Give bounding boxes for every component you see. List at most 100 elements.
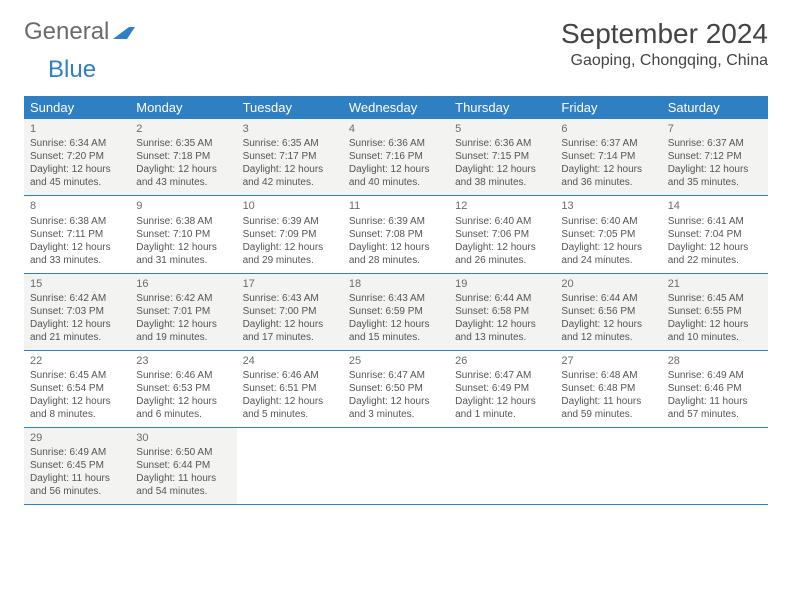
sunrise-text: Sunrise: 6:49 AM [668,369,762,382]
day-cell: 9Sunrise: 6:38 AMSunset: 7:10 PMDaylight… [130,196,236,272]
day-number: 2 [136,122,230,136]
sunrise-text: Sunrise: 6:36 AM [455,137,549,150]
location: Gaoping, Chongqing, China [561,52,768,70]
daylight-text-1: Daylight: 11 hours [668,395,762,408]
sunset-text: Sunset: 6:44 PM [136,459,230,472]
daylight-text-1: Daylight: 12 hours [349,395,443,408]
sunset-text: Sunset: 7:05 PM [561,228,655,241]
daylight-text-2: and 38 minutes. [455,176,549,189]
sunrise-text: Sunrise: 6:47 AM [349,369,443,382]
sunset-text: Sunset: 6:46 PM [668,382,762,395]
sunrise-text: Sunrise: 6:35 AM [136,137,230,150]
sunset-text: Sunset: 6:53 PM [136,382,230,395]
sunset-text: Sunset: 6:58 PM [455,305,549,318]
day-number: 16 [136,277,230,291]
day-cell: 11Sunrise: 6:39 AMSunset: 7:08 PMDayligh… [343,196,449,272]
dayhead-sat: Saturday [662,96,768,119]
day-number: 25 [349,354,443,368]
daylight-text-1: Daylight: 12 hours [349,318,443,331]
day-cell: 13 Sunrise: 6:40 AMSunset: 7:05 PMDayligh… [555,196,661,272]
day-number: 15 [30,277,124,291]
daylight-text-1: Daylight: 12 hours [349,241,443,254]
day-cell: 27Sunrise: 6:48 AMSunset: 6:48 PMDayligh… [555,351,661,427]
day-cell: 22Sunrise: 6:45 AMSunset: 6:54 PMDayligh… [24,351,130,427]
sunset-text: Sunset: 6:45 PM [30,459,124,472]
sunset-text: Sunset: 7:20 PM [30,150,124,163]
week-row: 1Sunrise: 6:34 AMSunset: 7:20 PMDaylight… [24,119,768,196]
daylight-text-1: Daylight: 12 hours [243,163,337,176]
daylight-text-2: and 6 minutes. [136,408,230,421]
daylight-text-2: and 31 minutes. [136,254,230,267]
sunset-text: Sunset: 7:04 PM [668,228,762,241]
day-number: 13 [561,199,655,213]
day-cell: 24Sunrise: 6:46 AMSunset: 6:51 PMDayligh… [237,351,343,427]
daylight-text-2: and 54 minutes. [136,485,230,498]
sunrise-text: Sunrise: 6:39 AM [243,215,337,228]
sunset-text: Sunset: 7:03 PM [30,305,124,318]
day-cell: 17Sunrise: 6:43 AMSunset: 7:00 PMDayligh… [237,274,343,350]
day-number: 7 [668,122,762,136]
sunset-text: Sunset: 6:51 PM [243,382,337,395]
week-row: 8Sunrise: 6:38 AMSunset: 7:11 PMDaylight… [24,196,768,273]
day-number: 28 [668,354,762,368]
day-cell: 10Sunrise: 6:39 AMSunset: 7:09 PMDayligh… [237,196,343,272]
day-cell: 2Sunrise: 6:35 AMSunset: 7:18 PMDaylight… [130,119,236,195]
daylight-text-1: Daylight: 12 hours [136,241,230,254]
daylight-text-2: and 45 minutes. [30,176,124,189]
sunset-text: Sunset: 7:16 PM [349,150,443,163]
day-number: 5 [455,122,549,136]
sunrise-text: Sunrise: 6:40 AM [561,215,655,228]
daylight-text-1: Daylight: 12 hours [561,163,655,176]
daylight-text-2: and 57 minutes. [668,408,762,421]
daylight-text-1: Daylight: 12 hours [136,163,230,176]
sunset-text: Sunset: 7:06 PM [455,228,549,241]
sunrise-text: Sunrise: 6:34 AM [30,137,124,150]
sunset-text: Sunset: 7:10 PM [136,228,230,241]
daylight-text-1: Daylight: 12 hours [455,395,549,408]
sunrise-text: Sunrise: 6:35 AM [243,137,337,150]
day-number: 18 [349,277,443,291]
logo-text-blue: Blue [48,56,96,83]
daylight-text-2: and 21 minutes. [30,331,124,344]
dayhead-mon: Monday [130,96,236,119]
day-number: 21 [668,277,762,291]
sunrise-text: Sunrise: 6:36 AM [349,137,443,150]
dayhead-sun: Sunday [24,96,130,119]
day-cell: 7Sunrise: 6:37 AMSunset: 7:12 PMDaylight… [662,119,768,195]
sunrise-text: Sunrise: 6:37 AM [668,137,762,150]
daylight-text-1: Daylight: 12 hours [561,241,655,254]
daylight-text-2: and 40 minutes. [349,176,443,189]
daylight-text-2: and 42 minutes. [243,176,337,189]
daylight-text-1: Daylight: 12 hours [30,395,124,408]
sunrise-text: Sunrise: 6:37 AM [561,137,655,150]
daylight-text-1: Daylight: 12 hours [455,163,549,176]
day-number: 9 [136,199,230,213]
day-number: 22 [30,354,124,368]
day-number: 10 [243,199,337,213]
day-cell: 20Sunrise: 6:44 AMSunset: 6:56 PMDayligh… [555,274,661,350]
sunset-text: Sunset: 6:56 PM [561,305,655,318]
daylight-text-2: and 33 minutes. [30,254,124,267]
daylight-text-2: and 19 minutes. [136,331,230,344]
sunrise-text: Sunrise: 6:47 AM [455,369,549,382]
sunrise-text: Sunrise: 6:42 AM [136,292,230,305]
day-cell: 5Sunrise: 6:36 AMSunset: 7:15 PMDaylight… [449,119,555,195]
sunset-text: Sunset: 6:59 PM [349,305,443,318]
week-row: 15 Sunrise: 6:42 AM Sunset: 7:03 PM Dayligh… [24,274,768,351]
daylight-text-1: Daylight: 12 hours [561,318,655,331]
daylight-text-1: Daylight: 12 hours [668,163,762,176]
day-cell [449,428,555,504]
day-cell: 19Sunrise: 6:44 AMSunset: 6:58 PMDayligh… [449,274,555,350]
daylight-text-1: Daylight: 12 hours [668,318,762,331]
sunset-text: Sunset: 7:12 PM [668,150,762,163]
day-cell [237,428,343,504]
sunrise-text: Sunrise: 6:43 AM [243,292,337,305]
day-number: 20 [561,277,655,291]
month-title: September 2024 [561,18,768,50]
daylight-text-1: Daylight: 12 hours [243,318,337,331]
sunset-text: Sunset: 6:48 PM [561,382,655,395]
day-cell: 30Sunrise: 6:50 AMSunset: 6:44 PMDayligh… [130,428,236,504]
sunrise-text: Sunrise: 6:43 AM [349,292,443,305]
day-cell: 28Sunrise: 6:49 AMSunset: 6:46 PMDayligh… [662,351,768,427]
sunset-text: Sunset: 7:14 PM [561,150,655,163]
